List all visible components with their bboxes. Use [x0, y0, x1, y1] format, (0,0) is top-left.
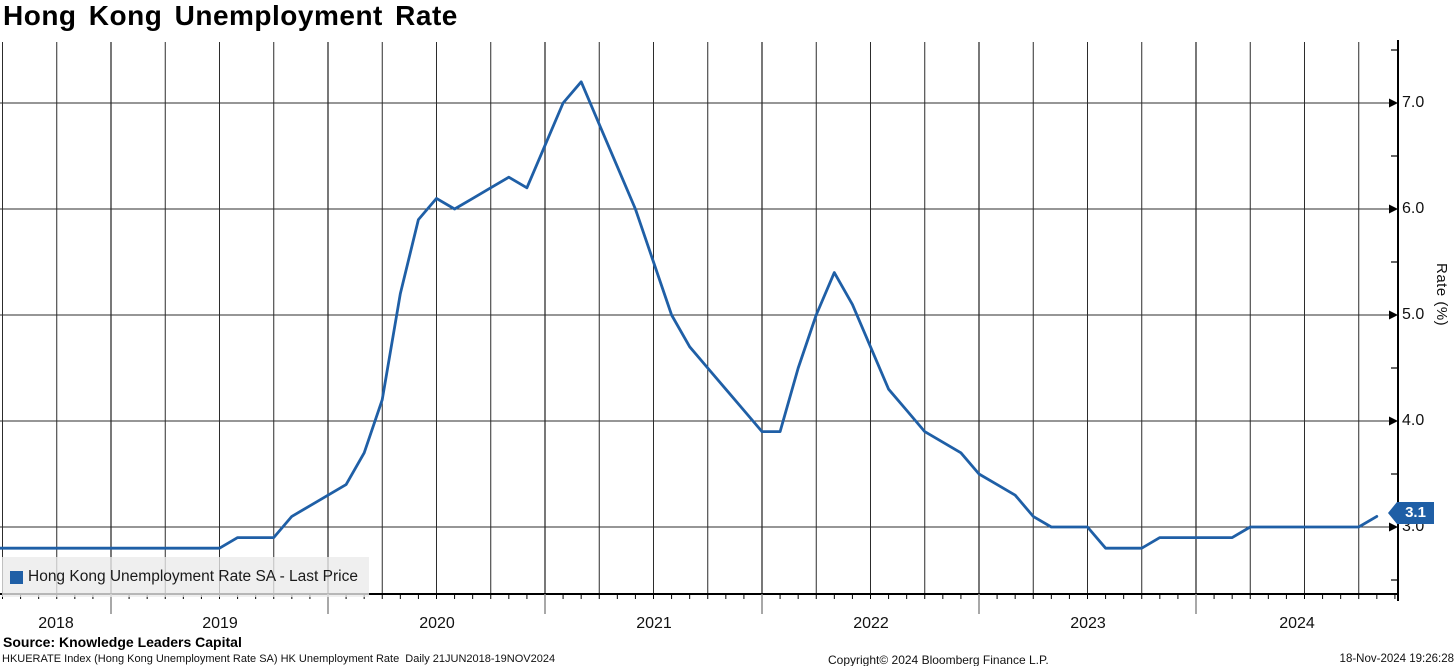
- x-year-label-2021: 2021: [636, 615, 672, 632]
- page-title: Hong Kong Unemployment Rate: [3, 0, 458, 31]
- x-year-label-2022: 2022: [853, 615, 889, 632]
- last-price-badge-arrow-icon: [1388, 502, 1397, 524]
- x-year-label-2018: 2018: [38, 615, 74, 632]
- y-major-tick-arrow-icon: [1389, 98, 1398, 108]
- legend: Hong Kong Unemployment Rate SA - Last Pr…: [2, 557, 369, 597]
- y-tick-label-6: 6.0: [1402, 200, 1425, 217]
- y-major-tick-arrow-icon: [1389, 416, 1398, 426]
- footer-meta: HKUERATE Index (Hong Kong Unemployment R…: [2, 653, 556, 665]
- footer-copyright: Copyright© 2024 Bloomberg Finance L.P.: [828, 653, 1049, 666]
- price-line: [0, 80, 1379, 550]
- x-year-label-2019: 2019: [202, 615, 238, 632]
- legend-series-label: Hong Kong Unemployment Rate SA - Last Pr…: [28, 568, 358, 585]
- x-year-label-2023: 2023: [1070, 615, 1106, 632]
- last-price-badge: 3.1: [1397, 502, 1434, 524]
- footer-timestamp: 18-Nov-2024 19:26:28: [1339, 653, 1454, 665]
- y-tick-label-4: 4.0: [1402, 412, 1425, 429]
- y-tick-label-7: 7.0: [1402, 94, 1425, 111]
- y-axis-title: Rate (%): [1433, 263, 1450, 327]
- y-major-tick-arrow-icon: [1389, 204, 1398, 214]
- legend-series-marker-icon: [10, 570, 23, 584]
- y-major-tick-arrow-icon: [1389, 310, 1398, 320]
- y-major-tick-arrow-icon: [1389, 522, 1398, 532]
- x-year-label-2020: 2020: [419, 615, 455, 632]
- footer-source: Source: Knowledge Leaders Capital: [3, 634, 242, 650]
- x-year-label-2024: 2024: [1279, 615, 1315, 632]
- y-tick-label-5: 5.0: [1402, 306, 1425, 323]
